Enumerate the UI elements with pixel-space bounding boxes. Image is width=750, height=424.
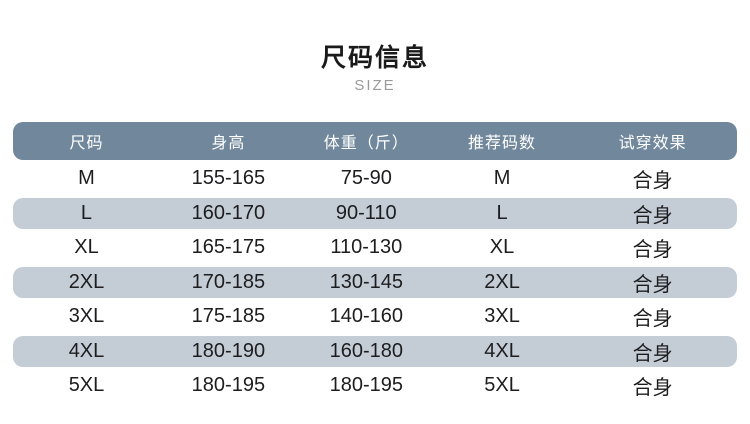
table-row: L 160-170 90-110 L 合身 (13, 197, 737, 229)
table-cell: 160-180 (329, 339, 403, 362)
table-cell: 130-145 (329, 270, 403, 293)
column-header: 身高 (211, 135, 246, 152)
table-cell: 合身 (632, 308, 673, 331)
table-cell: 180-195 (329, 374, 403, 397)
table-cell: 合身 (632, 342, 673, 365)
table-cell: 110-130 (330, 236, 403, 259)
title-block: 尺码信息 SIZE (0, 0, 750, 93)
table-cell: L (80, 201, 93, 224)
table-cell: 3XL (68, 305, 105, 328)
table-row: 4XL 180-190 160-180 4XL 合身 (13, 335, 737, 367)
table-header-row: 尺码 身高 体重（斤） 推荐码数 试穿效果 (13, 122, 737, 160)
page-subtitle: SIZE (354, 77, 396, 94)
column-header: 尺码 (69, 135, 104, 152)
column-header: 推荐码数 (468, 135, 537, 152)
table-row: 2XL 170-185 130-145 2XL 合身 (13, 266, 737, 298)
table-body: M 155-165 75-90 M 合身 L 160-170 90-110 L 合身 XL 165-1… (13, 163, 737, 402)
table-cell: 合身 (632, 273, 673, 296)
table-row: XL 165-175 110-130 XL 合身 (13, 232, 737, 264)
table-cell: 合身 (632, 377, 673, 400)
table-cell: 合身 (632, 239, 673, 262)
page-title: 尺码信息 (320, 44, 429, 72)
table-cell: 合身 (632, 170, 673, 193)
table-cell: 5XL (68, 374, 105, 397)
table-cell: 165-175 (191, 236, 266, 259)
table-cell: 合身 (632, 204, 673, 227)
table-cell: 180-190 (191, 339, 266, 362)
table-cell: 75-90 (340, 167, 392, 190)
table-cell: 3XL (484, 305, 520, 328)
table-row: 5XL 180-195 180-195 5XL 合身 (13, 370, 737, 402)
table-cell: 140-160 (329, 305, 403, 328)
table-cell: 2XL (68, 270, 105, 293)
column-header: 试穿效果 (618, 135, 687, 152)
table-cell: L (496, 201, 508, 224)
table-cell: 155-165 (191, 167, 266, 190)
table-row: 3XL 175-185 140-160 3XL 合身 (13, 301, 737, 333)
table-cell: 175-185 (191, 305, 266, 328)
table-cell: 90-110 (335, 201, 397, 224)
table-cell: 180-195 (191, 374, 266, 397)
table-cell: 4XL (68, 339, 105, 362)
table-cell: M (78, 167, 95, 190)
table-cell: 5XL (484, 374, 520, 397)
size-table: 尺码 身高 体重（斤） 推荐码数 试穿效果 M 155-165 75-90 M 合身 L 160-1… (13, 122, 737, 405)
table-cell: XL (489, 236, 515, 259)
column-header: 体重（斤） (323, 135, 409, 152)
table-cell: 2XL (484, 270, 520, 293)
table-cell: 170-185 (191, 270, 266, 293)
table-cell: 160-170 (191, 201, 266, 224)
table-cell: XL (74, 236, 99, 259)
table-row: M 155-165 75-90 M 合身 (13, 163, 737, 195)
table-cell: 4XL (484, 339, 520, 362)
table-cell: M (493, 167, 511, 190)
